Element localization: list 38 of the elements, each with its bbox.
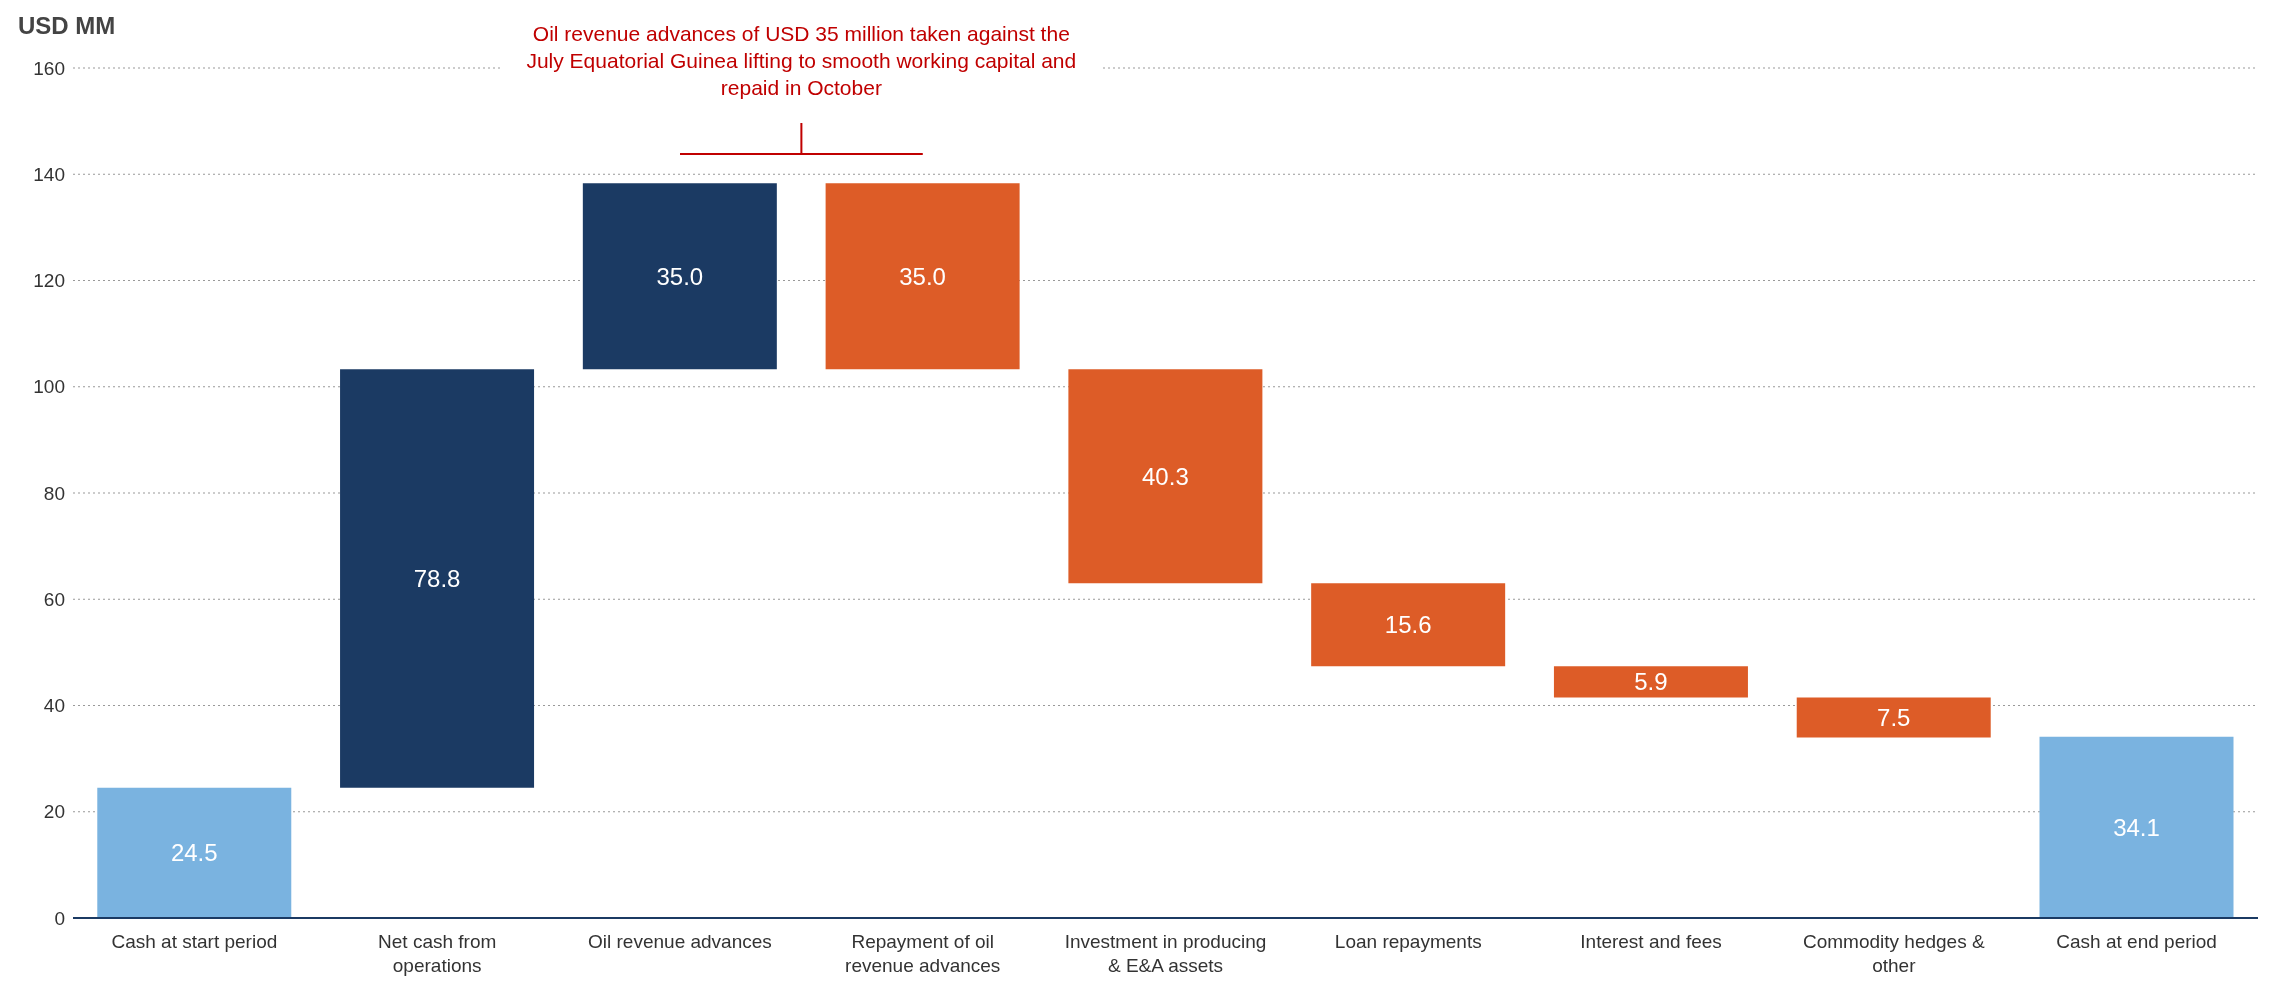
bar	[1311, 583, 1506, 667]
y-tick-label: 20	[43, 801, 65, 823]
y-axis-title: USD MM	[18, 12, 116, 40]
bar	[340, 369, 535, 788]
data-label: 34.1	[2113, 813, 2160, 841]
data-label: 35.0	[899, 262, 946, 290]
y-tick-label: 120	[33, 270, 65, 292]
data-label: 35.0	[656, 262, 704, 290]
bar	[97, 787, 292, 918]
bar	[825, 183, 1020, 370]
y-tick-label: 80	[43, 482, 65, 504]
y-tick-label: 40	[43, 695, 65, 717]
y-tick-label: 60	[43, 588, 65, 610]
y-tick-label: 160	[33, 57, 65, 79]
x-tick-label: Cash at end period	[2056, 931, 2217, 952]
x-tick-label: Loan repayments	[1334, 931, 1482, 952]
y-tick-label: 100	[33, 376, 65, 398]
x-tick-label: Interest and fees	[1580, 931, 1722, 952]
y-tick-label: 0	[54, 907, 65, 929]
x-tick-label: Cash at start period	[111, 931, 278, 952]
bar	[1553, 666, 1748, 698]
bar	[2039, 736, 2234, 918]
annotation: Oil revenue advances of USD 35 million taken against the July Equatorial Guinea lifting to smooth working capital and repaid in October	[501, 20, 1102, 101]
x-tick-label: Oil revenue advances	[588, 931, 772, 952]
data-label: 24.5	[170, 839, 218, 867]
x-tick-label: Investment in producing & E&A assets	[1064, 931, 1267, 976]
data-label: 15.6	[1384, 611, 1432, 639]
x-tick-label: Repayment of oil revenue advances	[845, 931, 1001, 976]
bar	[1068, 369, 1263, 584]
data-label: 5.9	[1634, 668, 1668, 696]
bar	[1796, 697, 1991, 738]
x-tick-label: Net cash from operations	[378, 931, 497, 976]
data-label: 7.5	[1877, 703, 1911, 731]
y-tick-label: 140	[33, 163, 65, 185]
data-label: 78.8	[413, 565, 461, 593]
x-tick-label: Commodity hedges & other	[1803, 931, 1985, 976]
data-label: 40.3	[1142, 462, 1189, 490]
bar	[582, 183, 777, 370]
